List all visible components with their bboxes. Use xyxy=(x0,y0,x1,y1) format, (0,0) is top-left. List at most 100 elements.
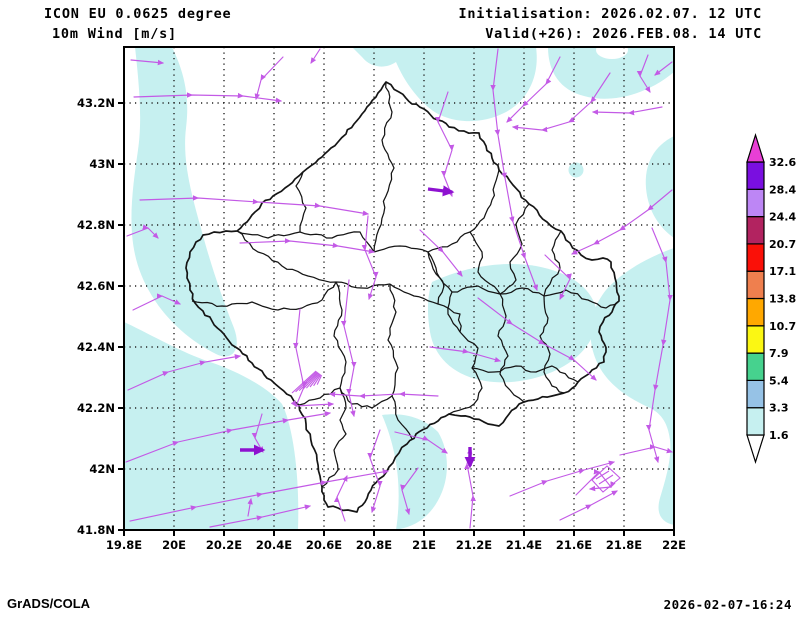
valid-time-label: Valid(+26): 2026.FEB.08. 14 UTC xyxy=(485,26,762,42)
wind-vector xyxy=(419,229,463,277)
colorbar: 1.6 3.3 5.4 7.9 10.7 13.8 17.1 20.7 24.4 28.4 32.6 xyxy=(746,133,796,464)
municipality-border xyxy=(543,230,562,297)
colorbar-segment xyxy=(746,352,765,382)
colorbar-segment xyxy=(746,188,765,218)
wind-vector xyxy=(544,254,572,300)
municipality-border xyxy=(236,169,500,253)
municipality-border xyxy=(295,171,307,233)
municipality-border xyxy=(452,285,620,309)
x-tick-label: 21.6E xyxy=(556,538,592,552)
wind-vector xyxy=(361,215,379,300)
colorbar-segment xyxy=(746,216,765,245)
shade-region xyxy=(590,248,674,525)
wind-vector xyxy=(209,504,312,528)
x-tick-label: 21.4E xyxy=(506,538,542,552)
wind-vector xyxy=(139,195,370,216)
wind-vector xyxy=(125,411,332,463)
vector-hatch xyxy=(309,373,321,388)
x-tick-label: 20.2E xyxy=(206,538,242,552)
vector-hatch xyxy=(302,372,319,390)
vector-hatch xyxy=(295,371,318,393)
vector-hatch xyxy=(591,465,621,493)
wind-vector-strong xyxy=(427,185,455,197)
municipality-border xyxy=(389,283,462,333)
wind-vectors xyxy=(125,48,673,529)
wind-vector xyxy=(239,238,376,254)
vector-hatch xyxy=(298,371,318,391)
wind-vector xyxy=(434,91,455,197)
wind-vector xyxy=(490,48,538,291)
wind-vector xyxy=(571,189,673,255)
y-tick-label: 42.6N xyxy=(77,279,115,293)
colorbar-label: 3.3 xyxy=(769,402,789,415)
x-tick-label: 20E xyxy=(162,538,186,552)
colorbar-label: 20.7 xyxy=(769,238,796,251)
shade-region xyxy=(568,162,584,178)
wind-vector xyxy=(310,48,321,64)
colorbar-segment xyxy=(746,297,765,327)
vector-hatch xyxy=(291,370,317,394)
x-tick-label: 20.6E xyxy=(306,538,342,552)
x-tick-label: 20.4E xyxy=(256,538,292,552)
wind-vector xyxy=(559,490,618,521)
colorbar-segment xyxy=(746,270,765,300)
initialisation-label: Initialisation: 2026.02.07. 12 UTC xyxy=(458,6,762,22)
country-border xyxy=(185,81,620,513)
y-axis: 41.8N 42N 42.2N 42.4N 42.6N 42.8N 43N 43.2N xyxy=(77,96,124,537)
wind-vector xyxy=(619,444,673,456)
wind-vector xyxy=(591,106,663,116)
colorbar-label: 1.6 xyxy=(769,429,789,442)
x-tick-label: 21E xyxy=(412,538,436,552)
municipality-border xyxy=(321,387,347,488)
colorbar-segment xyxy=(746,161,765,190)
municipality-border xyxy=(427,251,445,305)
y-tick-label: 42.8N xyxy=(77,218,115,232)
municipality-border xyxy=(191,281,337,311)
shade-hole xyxy=(596,47,628,59)
creation-timestamp: 2026-02-07-16:24 xyxy=(663,597,792,612)
x-tick-label: 20.8E xyxy=(356,538,392,552)
colorbar-segment xyxy=(746,243,765,272)
x-tick-label: 21.2E xyxy=(456,538,492,552)
colorbar-label: 7.9 xyxy=(769,347,789,360)
x-tick-label: 19.8E xyxy=(106,538,142,552)
colorbar-label: 13.8 xyxy=(769,293,796,306)
wind-vector xyxy=(328,391,439,399)
shade-region xyxy=(645,136,674,238)
model-title: ICON EU 0.0625 degree xyxy=(44,6,232,22)
colorbar-label: 5.4 xyxy=(769,374,789,387)
vector-hatch xyxy=(316,374,323,385)
wind-vector xyxy=(132,293,181,311)
field-title: 10m Wind [m/s] xyxy=(52,26,177,42)
wind-vector xyxy=(511,72,611,133)
wind-vector xyxy=(394,431,448,454)
colorbar-label: 32.6 xyxy=(769,156,796,169)
colorbar-label: 28.4 xyxy=(769,183,796,196)
y-tick-label: 42N xyxy=(89,462,115,476)
x-tick-label: 22E xyxy=(662,538,686,552)
wind-vector xyxy=(429,346,501,363)
y-tick-label: 42.2N xyxy=(77,401,115,415)
grads-credit: GrADS/COLA xyxy=(7,596,91,611)
shade-region xyxy=(124,322,299,530)
wind-vector xyxy=(477,297,597,381)
municipality-border xyxy=(373,81,395,253)
wind-vector xyxy=(654,61,673,76)
municipality-border xyxy=(448,331,483,415)
wind-vector xyxy=(130,59,165,66)
y-tick-label: 41.8N xyxy=(77,523,115,537)
vector-hatch xyxy=(313,374,322,387)
wind-vector xyxy=(290,308,335,408)
colorbar-label: 17.1 xyxy=(769,265,796,278)
y-tick-label: 42.4N xyxy=(77,340,115,354)
colorbar-below-arrow xyxy=(746,434,765,464)
colorbar-segment xyxy=(746,379,765,409)
wind-vector xyxy=(636,54,651,93)
x-tick-label: 21.8E xyxy=(606,538,642,552)
colorbar-above-arrow xyxy=(746,133,765,163)
wind-vector xyxy=(340,279,357,418)
x-axis: 19.8E 20E 20.2E 20.4E 20.6E 20.8E 21E 21.2E 21.4… xyxy=(106,530,686,552)
plot-frame xyxy=(123,46,675,531)
